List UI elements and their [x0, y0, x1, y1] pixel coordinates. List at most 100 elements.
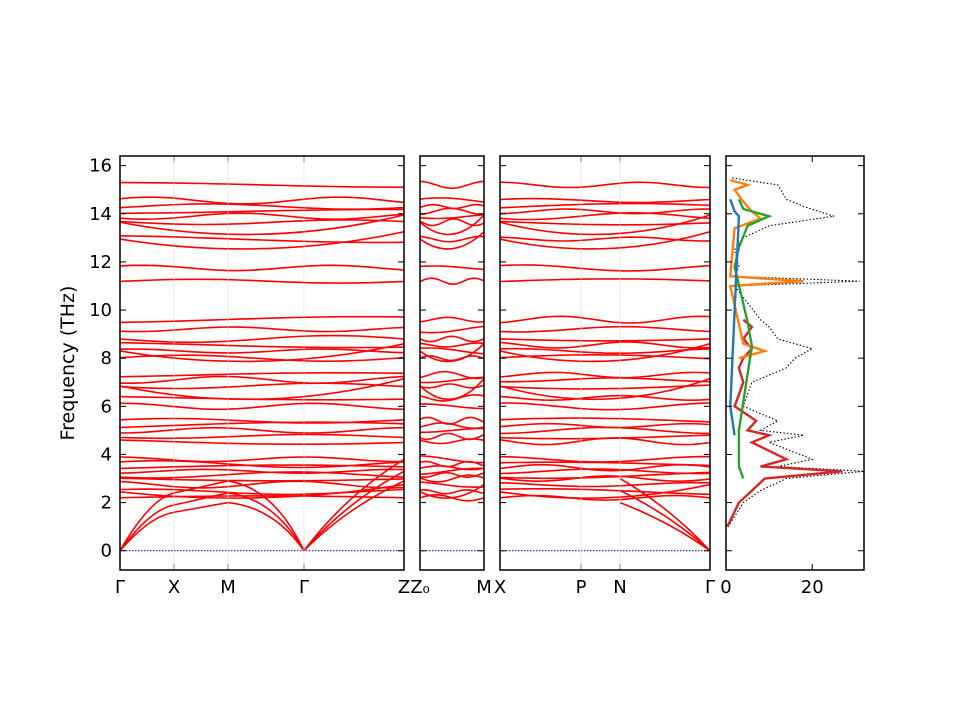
- phonon-band: [420, 394, 484, 402]
- phonon-band-dispersive: [120, 214, 404, 236]
- phonon-band: [500, 481, 710, 488]
- dos-curve: [726, 318, 843, 528]
- plot-frame-1: [119, 155, 405, 571]
- phonon-band: [120, 354, 404, 362]
- phonon-band: [120, 456, 404, 463]
- phonon-band: [120, 341, 404, 349]
- plot-frame-2: [419, 155, 485, 571]
- dos-curve: [728, 178, 804, 360]
- phonon-band: [420, 370, 484, 380]
- phonon-band: [120, 334, 404, 344]
- phonon-band: [420, 467, 484, 475]
- phonon-band-dispersive: [500, 377, 710, 401]
- y-tick-label: 2: [101, 493, 112, 514]
- phonon-band: [500, 434, 710, 440]
- phonon-band-dispersive: [500, 342, 710, 363]
- plot-frame-dos: [725, 155, 865, 571]
- y-tick-label: 8: [101, 348, 112, 369]
- phonon-band: [500, 338, 710, 342]
- phonon-band: [120, 208, 404, 215]
- acoustic-branch: [619, 489, 710, 552]
- phonon-band: [500, 315, 710, 324]
- phonon-band: [120, 471, 404, 479]
- y-tick-label: 12: [89, 252, 112, 273]
- dos-curve: [733, 198, 773, 479]
- y-tick-label: 14: [89, 204, 112, 225]
- phonon-band: [420, 235, 484, 243]
- phonon-band: [120, 480, 404, 489]
- phonon-band: [500, 377, 710, 383]
- phonon-band: [420, 432, 484, 441]
- phonon-band: [120, 212, 404, 221]
- y-tick-label: 16: [89, 156, 112, 177]
- phonon-band-dispersive: [420, 231, 484, 250]
- phonon-band: [420, 416, 484, 425]
- x-tick-label: X: [168, 577, 180, 598]
- phonon-band: [120, 203, 404, 210]
- phonon-band: [420, 427, 484, 434]
- x-tick-label: N: [613, 577, 626, 598]
- phonon-band: [120, 375, 404, 385]
- phonon-band-dispersive: [420, 378, 484, 400]
- phonon-band: [500, 197, 710, 204]
- phonon-band-dispersive: [120, 483, 404, 499]
- phonon-band: [120, 468, 404, 474]
- phonon-band-dispersive: [420, 343, 484, 363]
- x-tick-label: P: [576, 577, 587, 598]
- phonon-band: [420, 335, 484, 343]
- phonon-band: [120, 372, 404, 378]
- acoustic-branch: [619, 477, 710, 552]
- phonon-band: [120, 477, 404, 482]
- phonon-band: [120, 402, 404, 411]
- phonon-band: [120, 433, 404, 440]
- x-tick-label: M: [220, 577, 236, 598]
- phonon-band: [500, 475, 710, 483]
- phonon-band-dispersive: [120, 342, 404, 363]
- phonon-band: [420, 197, 484, 203]
- phonon-band: [420, 383, 484, 389]
- phonon-band: [500, 278, 710, 283]
- phonon-band: [420, 180, 484, 190]
- acoustic-branch: [303, 470, 404, 552]
- phonon-band: [500, 384, 710, 390]
- x-tick-label: Γ: [705, 577, 715, 598]
- dos-panel: 0 20: [720, 155, 865, 598]
- phonon-band: [500, 488, 710, 496]
- phonon-band: [500, 341, 710, 349]
- phonon-band: [120, 181, 404, 188]
- phonon-band: [500, 325, 710, 333]
- y-axis-label: Frequency (THz): [57, 286, 79, 441]
- phonon-band: [420, 277, 484, 285]
- phonon-band-dispersive: [420, 214, 484, 236]
- phonon-band: [420, 213, 484, 220]
- phonon-band: [120, 439, 404, 445]
- phonon-band: [120, 421, 404, 429]
- x-tick-label: Z: [398, 577, 410, 598]
- x-tick-label: 20: [801, 577, 824, 598]
- phonon-band: [120, 417, 404, 424]
- phonon-band: [500, 371, 710, 379]
- plot-frame-3: [499, 155, 711, 571]
- phonon-band: [120, 326, 404, 333]
- phonon-band: [500, 394, 710, 402]
- x-tick-label: M: [476, 577, 492, 598]
- acoustic-branch: [303, 458, 404, 552]
- x-tick-label: Γ: [115, 577, 125, 598]
- phonon-band: [500, 211, 710, 221]
- phonon-band: [500, 426, 710, 435]
- x-tick-label: X: [494, 577, 506, 598]
- x-tick-label: 0: [720, 577, 731, 598]
- phonon-band: [120, 315, 404, 324]
- phonon-band: [500, 347, 710, 354]
- phonon-band: [120, 278, 404, 284]
- phonon-band: [420, 471, 484, 479]
- phonon-band: [420, 403, 484, 410]
- phonon-band: [120, 219, 404, 226]
- acoustic-branch: [619, 501, 710, 552]
- dos-curve: [729, 198, 741, 436]
- phonon-band: [420, 342, 484, 348]
- phonon-band: [120, 235, 404, 244]
- acoustic-branch: [120, 501, 305, 552]
